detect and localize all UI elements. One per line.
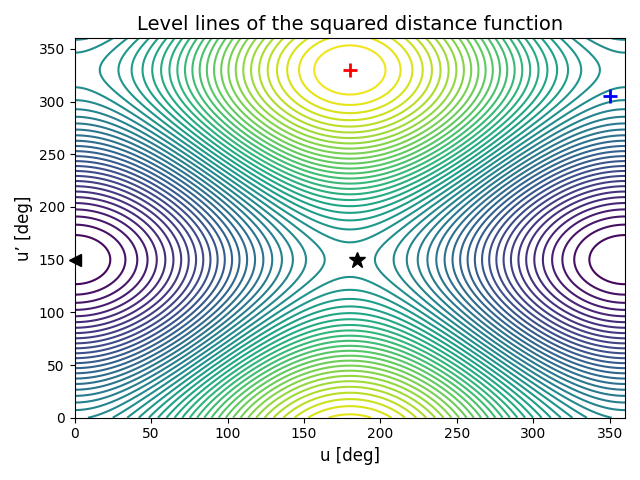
Title: Level lines of the squared distance function: Level lines of the squared distance func… bbox=[137, 15, 563, 34]
X-axis label: u [deg]: u [deg] bbox=[320, 447, 380, 465]
Y-axis label: u’ [deg]: u’ [deg] bbox=[15, 195, 33, 261]
